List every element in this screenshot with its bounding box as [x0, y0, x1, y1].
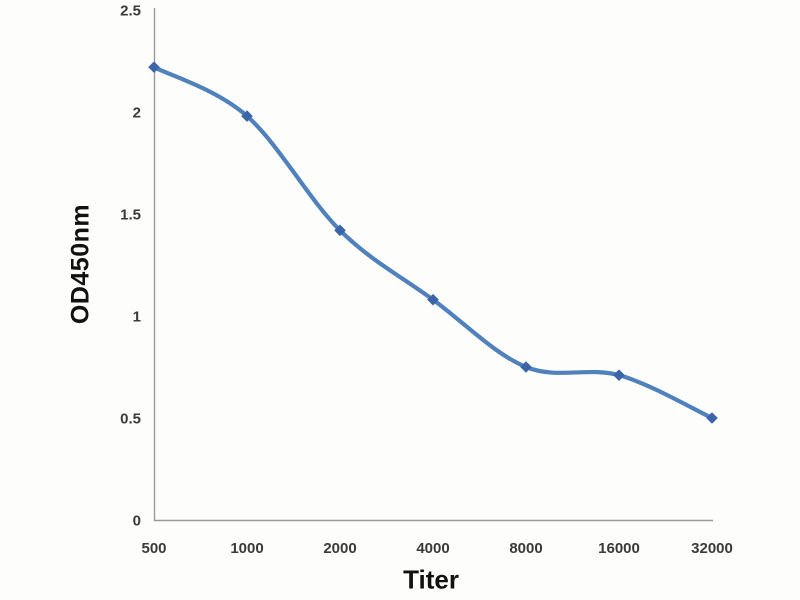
- x-tick-label: 8000: [509, 540, 542, 557]
- data-point-marker: [241, 110, 253, 122]
- x-tick-label: 500: [141, 540, 166, 557]
- data-point-marker: [520, 361, 532, 373]
- y-axis-title: OD450nm: [66, 203, 95, 325]
- y-tick-label: 2: [133, 105, 141, 122]
- y-tick-label: 0.5: [120, 411, 141, 428]
- data-point-marker: [427, 293, 439, 306]
- data-point-marker: [148, 61, 160, 73]
- x-tick-label: 4000: [416, 540, 449, 557]
- y-tick-label: 1: [133, 309, 141, 326]
- x-tick-label: 32000: [691, 540, 733, 557]
- x-tick-label: 1000: [230, 540, 263, 557]
- y-tick-label: 0: [133, 513, 141, 530]
- x-axis-title: Titer: [403, 564, 459, 595]
- x-tick-label: 16000: [598, 540, 640, 557]
- data-point-marker: [334, 224, 346, 237]
- axis-line: [153, 8, 713, 522]
- data-point-marker: [706, 412, 718, 424]
- x-tick-label: 2000: [323, 540, 356, 557]
- series-line: [151, 65, 715, 421]
- y-tick-label: 1.5: [120, 207, 141, 224]
- data-point-marker: [613, 369, 625, 381]
- y-tick-label: 2.5: [120, 3, 141, 20]
